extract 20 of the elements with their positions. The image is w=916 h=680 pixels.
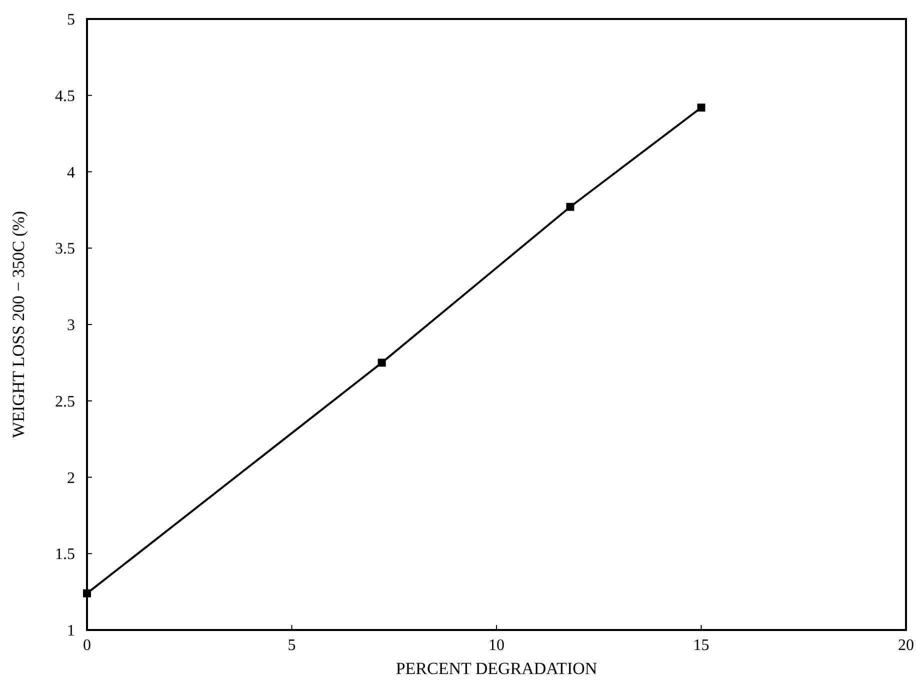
point <box>697 104 706 112</box>
x-tick-label: 5 <box>288 637 296 654</box>
y-tick-label: 4.5 <box>55 88 75 105</box>
y-tick-label: 3.5 <box>55 240 75 258</box>
x-tick-label: 0 <box>83 637 91 654</box>
point <box>566 202 574 211</box>
point <box>83 589 91 598</box>
y-tick-label: 2.5 <box>55 393 75 410</box>
point <box>378 358 386 367</box>
y-tick-label: 2 <box>67 470 75 487</box>
y-tick-label: 1 <box>67 622 75 640</box>
x-tick-label: 20 <box>898 637 914 654</box>
y-tick-label: 4 <box>67 164 75 182</box>
x-tick-label: 15 <box>693 637 710 654</box>
y-tick-label: 3 <box>67 317 75 334</box>
y-axis-title: WEIGHT LOSS 200 − 350C (%) <box>9 211 28 438</box>
x-tick-label: 10 <box>488 637 504 654</box>
x-axis-title: PERCENT DEGRADATION <box>396 659 598 678</box>
y-tick-label: 5 <box>67 12 75 29</box>
y-tick-label: 1.5 <box>55 546 75 564</box>
